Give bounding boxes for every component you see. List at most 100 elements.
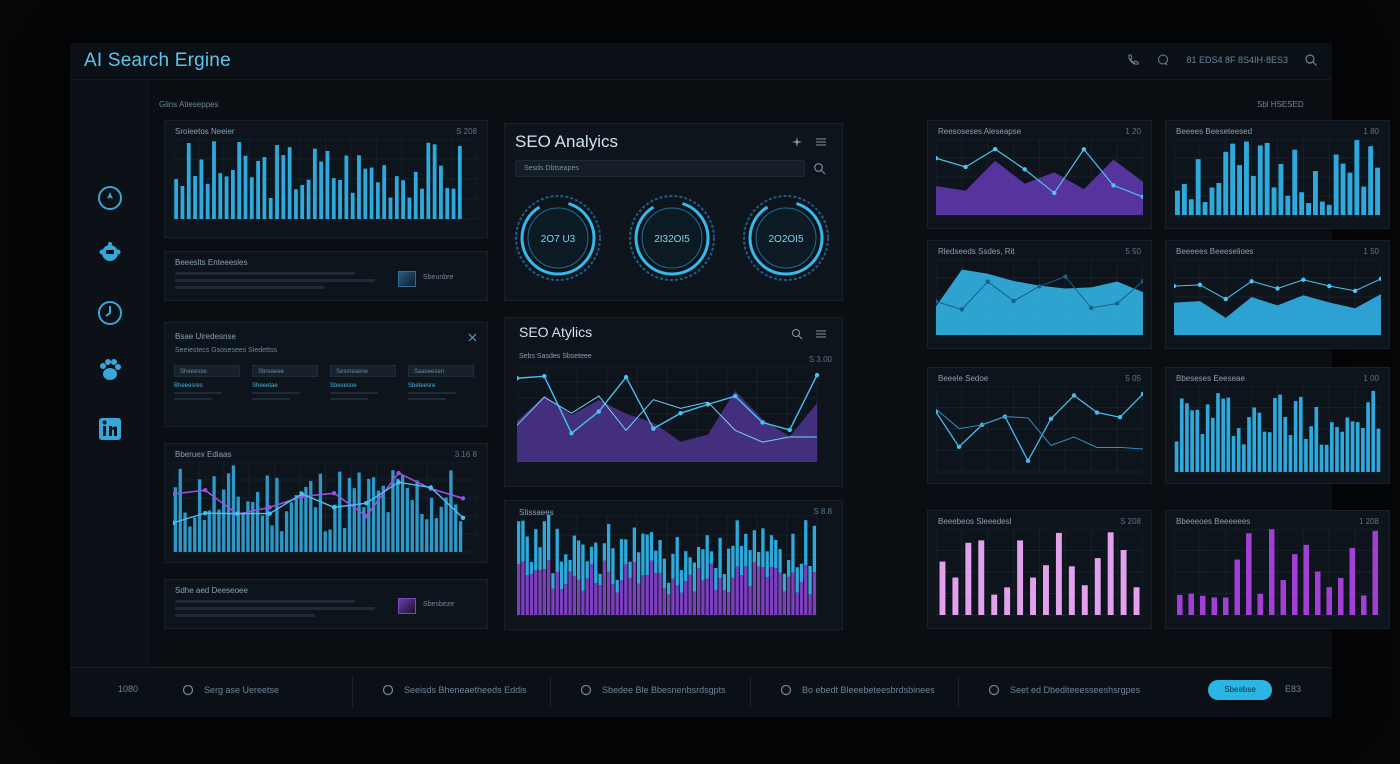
left-bar-chart — [173, 139, 478, 220]
nav-icon — [988, 684, 1000, 696]
right-panel-7: Bbeeeoes Beeeeees 1 208 — [1165, 510, 1390, 629]
footer-item-label: Seeisds Bheneaetheeds Eddis — [404, 685, 527, 695]
top-right-label: Sbl HSESED — [1257, 100, 1304, 109]
title-bar-tools: 81 EDS4 8F 8S4IH·8ES3 — [1126, 53, 1318, 67]
panel-title: Bbeseses Eeeseae — [1176, 374, 1245, 383]
info-card-2: Sdhe aed Deeseoee Sbesbeze — [164, 579, 488, 629]
tab-2[interactable]: Sesmeaene — [330, 365, 396, 377]
footer-item-label: Serg ase Uereetse — [204, 685, 280, 695]
panel-title: Bberuex Ediaas — [175, 450, 232, 459]
panel-title: Beeele Sedoe — [938, 374, 989, 383]
close-icon[interactable] — [468, 333, 477, 342]
phone-icon[interactable] — [1126, 53, 1140, 67]
right-chart-4 — [936, 386, 1143, 473]
tab-title-1: Sheeetae — [252, 383, 278, 389]
seo-bars-panel: Stissaees S 8.8 — [504, 500, 843, 630]
tab-1[interactable]: Sbreaeee — [252, 365, 318, 377]
title-bar: AI Search Ergine 81 EDS4 8F 8S4IH·8ES3 — [70, 43, 1332, 80]
footer-item-3[interactable]: Bo ebedt Bleeebeteesbrdsbinees — [780, 684, 935, 696]
panel-value: 1 00 — [1363, 374, 1379, 383]
footer-item-label: Bo ebedt Bleeebeteesbrdsbinees — [802, 685, 935, 695]
menu-icon[interactable] — [815, 329, 827, 339]
footer: 1080 Serg ase Uereetse Seeisds Bheneaethe… — [70, 667, 1332, 717]
tab-3[interactable]: Saaseesen — [408, 365, 474, 377]
image-icon[interactable] — [398, 598, 416, 614]
seo-mid-label: Sebs Sasdes Sbseteee — [519, 353, 592, 360]
right-chart-3 — [1174, 259, 1381, 336]
left-bar-panel: Sroieetos Neeier S 208 — [164, 120, 488, 238]
main-content: Giins Atieseppes Sbl HSESED Sroieetos Ne… — [149, 80, 1390, 666]
panel-value: 5 05 — [1125, 374, 1141, 383]
target-icon — [182, 684, 194, 696]
footer-item-label: Seet ed Dbediteeesseeshsrgpes — [1010, 685, 1141, 695]
search-icon[interactable] — [813, 162, 826, 175]
panel-value: 1 50 — [1363, 247, 1379, 256]
gauges-row: 2O7 U3 2I32OI5 2O2OI5 — [515, 195, 829, 281]
search-icon[interactable] — [1304, 53, 1318, 67]
navigate-icon[interactable] — [97, 185, 123, 211]
footer-button[interactable]: Sbeebse — [1208, 680, 1272, 700]
footer-item-label: Sbedee Ble Bbesnenbsrdsgpts — [602, 685, 726, 695]
clock-icon[interactable] — [97, 300, 123, 326]
right-panel-2: Rledseeds Ssdes, Rit 5 50 — [927, 240, 1152, 349]
right-chart-7 — [1174, 529, 1381, 616]
gauge-2: 2O2OI5 — [743, 195, 829, 281]
left-line-panel: Bberuex Ediaas 3.16 8 — [164, 443, 488, 563]
footer-item-4[interactable]: Seet ed Dbediteeesseeshsrgpes — [988, 684, 1140, 696]
menu-icon[interactable] — [815, 137, 827, 147]
panel-title: Beeeees Beeeselioes — [1176, 247, 1254, 256]
panel-value: 1 20 — [1125, 127, 1141, 136]
seo-mid-value: S 3.00 — [808, 355, 832, 364]
info-card-1: Beeeslts Enteeesles Sbeunbre — [164, 251, 488, 301]
tabs-panel-subtitle: Seeiestecs Gsosesees Siedettss — [175, 347, 277, 354]
linkedin-icon[interactable] — [97, 416, 123, 442]
right-chart-2 — [936, 259, 1143, 336]
panel-value: S 208 — [1120, 517, 1141, 526]
footer-item-0[interactable]: Serg ase Uereetse — [182, 684, 279, 696]
seo-search-input[interactable]: Sesds Dbtseapes — [515, 160, 805, 177]
right-panel-5: Bbeseses Eeeseae 1 00 — [1165, 367, 1390, 484]
header-status-text: 81 EDS4 8F 8S4IH·8ES3 — [1186, 55, 1288, 65]
gauge-1: 2I32OI5 — [629, 195, 715, 281]
panel-title: Bbeeeoes Beeeeees — [1176, 517, 1251, 526]
tab-title-3: Sbeteesre — [408, 383, 436, 389]
gauge-0: 2O7 U3 — [515, 195, 601, 281]
footer-item-1[interactable]: Seeisds Bheneaetheeds Eddis — [382, 684, 527, 696]
panel-value: 3.16 8 — [454, 450, 477, 459]
panel-title: Beeebeos Sleeedesl — [938, 517, 1012, 526]
info-card-button[interactable]: Sbeunbre — [423, 274, 454, 281]
image-icon[interactable] — [398, 271, 416, 287]
app-title: AI Search Ergine — [84, 50, 231, 71]
gauge-value: 2I32OI5 — [654, 234, 690, 245]
panel-title: Rledseeds Ssdes, Rit — [938, 247, 1015, 256]
right-panel-6: Beeebeos Sleeedesl S 208 — [927, 510, 1152, 629]
seo-line-chart — [517, 366, 820, 463]
footer-counter: 1080 — [118, 684, 139, 694]
footer-page: E83 — [1285, 684, 1302, 694]
gauge-value: 2O7 U3 — [541, 234, 576, 245]
server-icon — [780, 684, 792, 696]
info-card-title: Beeeslts Enteeesles — [175, 258, 248, 267]
seo-bars-value: S 8.8 — [813, 507, 832, 516]
panel-value: S 208 — [456, 127, 477, 136]
seo-atylics-panel: SEO Atylics Sebs Sasdes Sbseteee S 3.00 — [504, 317, 843, 487]
sidebar — [70, 80, 149, 666]
panel-value: 1 80 — [1363, 127, 1379, 136]
bot-icon[interactable] — [97, 240, 123, 266]
left-line-chart — [173, 462, 478, 553]
seo-mid-title: SEO Atylics — [519, 324, 593, 340]
chat-icon[interactable] — [1156, 53, 1170, 67]
info-card-button[interactable]: Sbesbeze — [423, 601, 455, 608]
right-chart-6 — [936, 529, 1143, 616]
info-card-title: Sdhe aed Deeseoee — [175, 586, 248, 595]
pin-icon[interactable] — [791, 136, 803, 148]
right-chart-0 — [936, 139, 1143, 216]
paw-icon[interactable] — [97, 357, 123, 383]
tab-0[interactable]: Sheeesse — [174, 365, 240, 377]
search-icon[interactable] — [791, 328, 803, 340]
seo-bars-label: Stissaees — [519, 508, 554, 517]
tab-title-2: Sbesesoe — [330, 383, 357, 389]
panel-value: 1 208 — [1358, 517, 1379, 526]
section-label: Giins Atieseppes — [159, 100, 219, 109]
footer-item-2[interactable]: Sbedee Ble Bbesnenbsrdsgpts — [580, 684, 726, 696]
